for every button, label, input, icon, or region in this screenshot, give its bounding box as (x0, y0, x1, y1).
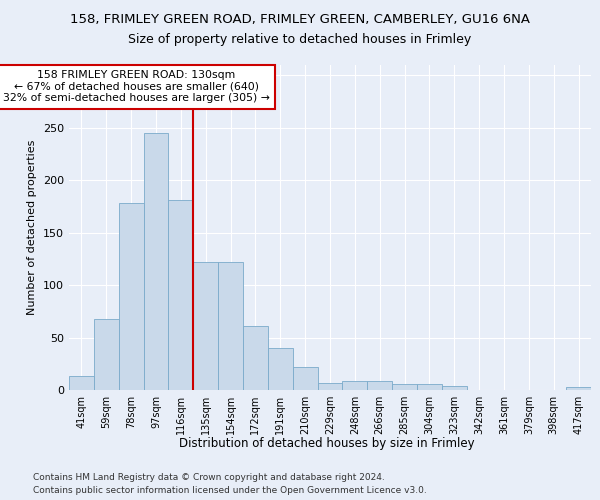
Bar (392, 384, 417, 390)
Bar (268, 348, 293, 390)
Bar (143, 133, 169, 390)
Bar (566, 387, 591, 390)
Bar (442, 386, 467, 390)
Bar (417, 384, 442, 390)
Bar (243, 326, 268, 390)
Bar (119, 204, 143, 390)
Bar (317, 382, 343, 390)
Y-axis label: Number of detached properties: Number of detached properties (28, 140, 37, 315)
Text: Contains public sector information licensed under the Open Government Licence v3: Contains public sector information licen… (33, 486, 427, 495)
Bar (69, 376, 94, 390)
Text: 158 FRIMLEY GREEN ROAD: 130sqm
← 67% of detached houses are smaller (640)
32% of: 158 FRIMLEY GREEN ROAD: 130sqm ← 67% of … (2, 70, 269, 103)
Text: Size of property relative to detached houses in Frimley: Size of property relative to detached ho… (128, 32, 472, 46)
Bar (343, 380, 367, 390)
Bar (94, 318, 119, 390)
Bar (367, 380, 392, 390)
Bar (293, 367, 317, 390)
Text: Contains HM Land Registry data © Crown copyright and database right 2024.: Contains HM Land Registry data © Crown c… (33, 472, 385, 482)
Text: Distribution of detached houses by size in Frimley: Distribution of detached houses by size … (179, 438, 475, 450)
Bar (169, 200, 193, 390)
Bar (218, 262, 243, 390)
Bar (193, 262, 218, 390)
Text: 158, FRIMLEY GREEN ROAD, FRIMLEY GREEN, CAMBERLEY, GU16 6NA: 158, FRIMLEY GREEN ROAD, FRIMLEY GREEN, … (70, 12, 530, 26)
